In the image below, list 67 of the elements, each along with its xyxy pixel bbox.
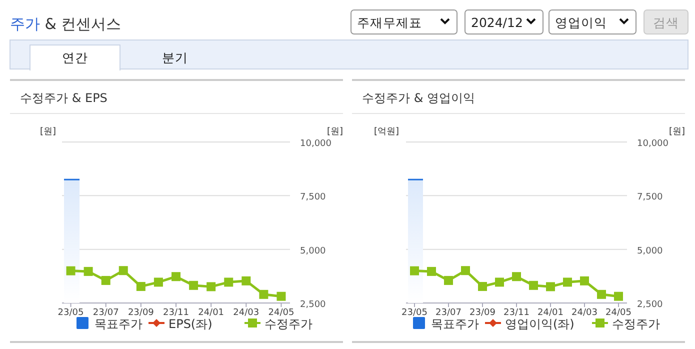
x-tick-label: 24/01 xyxy=(198,308,224,318)
text: 주재무제표 xyxy=(357,15,422,30)
point xyxy=(512,272,521,282)
legend-label: 목표주가 xyxy=(94,317,142,331)
x-tick-label: 24/01 xyxy=(538,308,564,318)
legend-label: 영업이익(좌) xyxy=(505,317,574,331)
y2-tick-label: 7,500 xyxy=(637,192,664,203)
x-tick-label: 23/07 xyxy=(92,308,119,318)
text: 검색 xyxy=(653,15,679,30)
x-tick-label: 24/03 xyxy=(233,308,260,318)
x-tick-label: 24/03 xyxy=(572,308,598,318)
y2-axis-title: [원] xyxy=(669,127,686,137)
y-axis-title: [억원] xyxy=(374,127,400,137)
text: 주가 & 컨센서스 xyxy=(10,15,122,33)
x-tick-label: 23/05 xyxy=(402,308,428,318)
y2-tick-label: 2,500 xyxy=(637,300,664,310)
y2-tick-label: 5,000 xyxy=(300,246,326,256)
point xyxy=(529,280,538,290)
legend-label: 수정주가 xyxy=(264,317,312,331)
point xyxy=(580,276,589,286)
point xyxy=(242,276,251,286)
point xyxy=(427,266,436,276)
x-tick-label: 23/11 xyxy=(504,308,530,318)
chart-title: 수정주가 & 영업이익 xyxy=(362,91,475,105)
y2-tick-label: 10,000 xyxy=(637,139,669,149)
point xyxy=(136,282,146,291)
y2-tick-label: 10,000 xyxy=(300,139,332,149)
point xyxy=(172,272,180,282)
legend-label: 목표주가 xyxy=(431,317,479,331)
chart-title: 수정주가 & EPS xyxy=(20,91,108,105)
text: 2024/12 xyxy=(471,15,523,30)
point xyxy=(84,266,93,276)
point xyxy=(597,290,606,299)
point xyxy=(495,278,504,287)
point xyxy=(154,278,163,287)
x-tick-label: 23/07 xyxy=(436,308,462,318)
point xyxy=(276,292,286,301)
point xyxy=(410,266,419,276)
y2-tick-label: 5,000 xyxy=(637,246,664,256)
point xyxy=(461,266,470,276)
point xyxy=(101,276,110,285)
x-tick-label: 23/05 xyxy=(58,308,84,318)
point xyxy=(206,282,216,292)
y2-axis-title: [원] xyxy=(327,127,344,137)
point xyxy=(478,282,487,291)
x-tick-label: 23/11 xyxy=(163,308,189,318)
y2-tick-label: 7,500 xyxy=(300,192,326,203)
x-tick-label: 24/05 xyxy=(606,308,632,318)
point xyxy=(118,266,128,276)
text: 분기 xyxy=(162,50,188,65)
x-tick-label: 24/05 xyxy=(268,308,294,318)
y-axis-title: [원] xyxy=(40,127,56,137)
point xyxy=(189,280,198,290)
text: 영업이익 xyxy=(555,15,607,30)
point xyxy=(546,282,555,292)
x-tick-label: 23/09 xyxy=(128,308,154,318)
point xyxy=(563,278,572,287)
text: 연간 xyxy=(62,50,88,65)
legend-label: 수정주가 xyxy=(612,317,660,331)
point xyxy=(259,290,268,299)
point xyxy=(66,266,76,276)
point xyxy=(614,292,623,301)
y2-tick-label: 2,500 xyxy=(300,300,326,310)
legend-label: EPS(좌) xyxy=(168,317,212,331)
x-tick-label: 23/09 xyxy=(470,308,496,318)
point xyxy=(444,276,453,285)
point xyxy=(224,278,234,287)
